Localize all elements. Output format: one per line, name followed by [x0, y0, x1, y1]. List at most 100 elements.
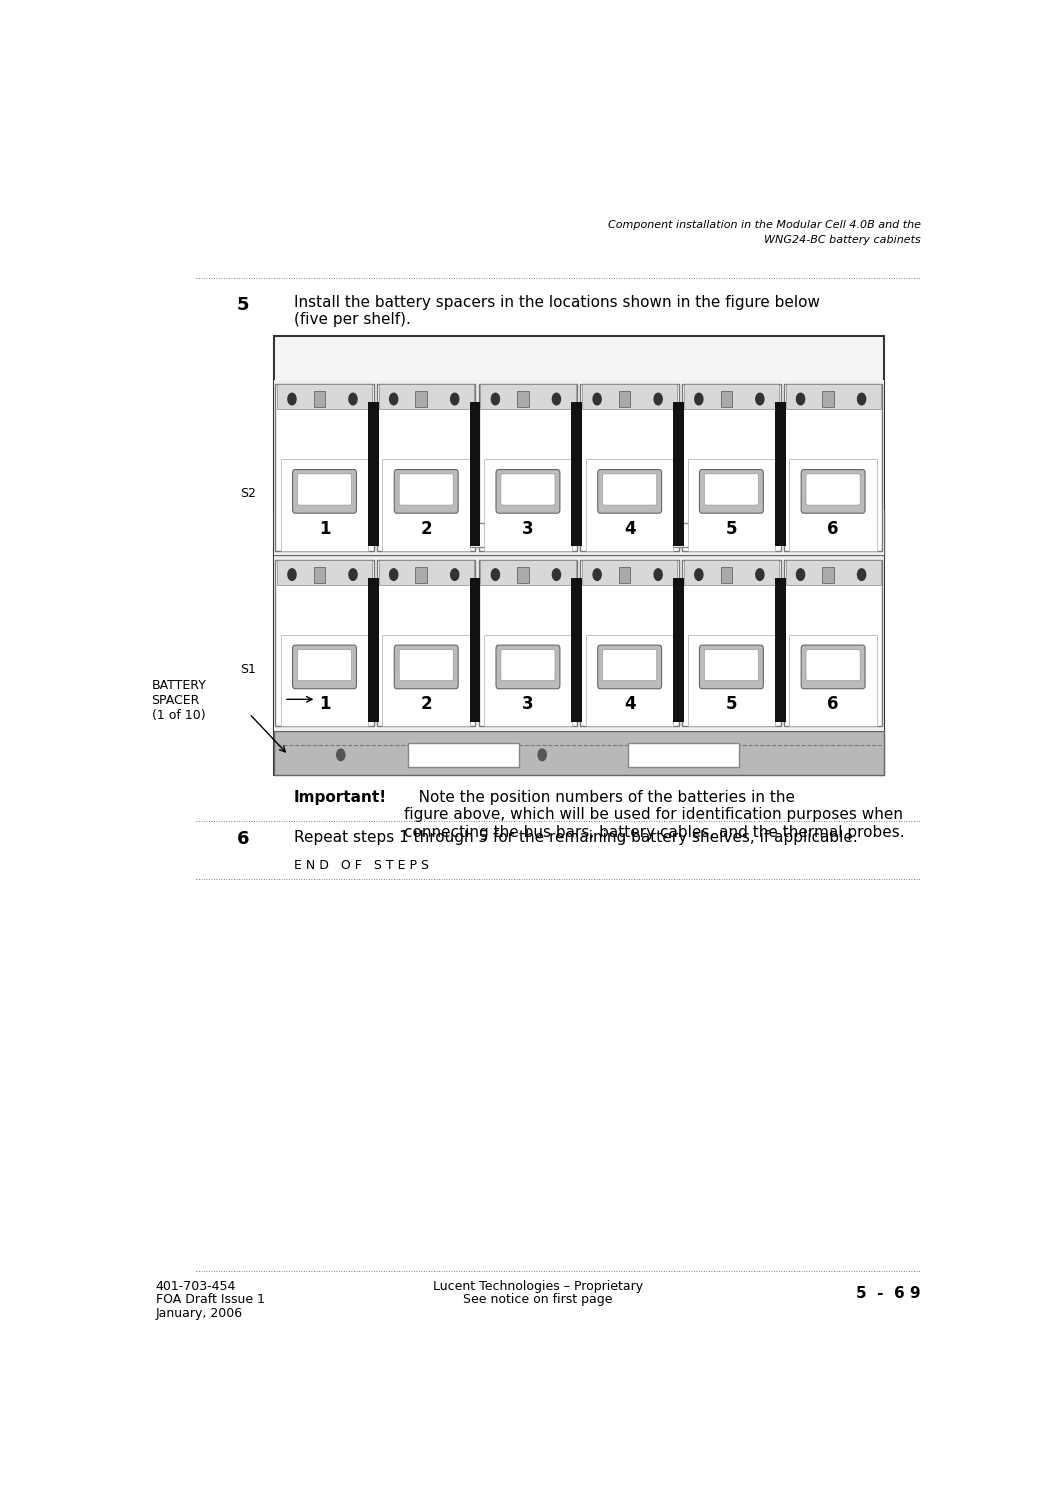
FancyBboxPatch shape: [395, 470, 458, 513]
Bar: [369, 402, 379, 546]
Bar: [571, 402, 582, 546]
FancyBboxPatch shape: [297, 650, 352, 681]
Bar: [280, 459, 369, 550]
Bar: [790, 459, 877, 550]
Circle shape: [337, 530, 344, 542]
FancyBboxPatch shape: [501, 650, 555, 681]
Text: BATTERY: BATTERY: [151, 678, 207, 692]
Bar: [618, 567, 630, 582]
Bar: [784, 384, 882, 550]
Circle shape: [552, 568, 561, 580]
Circle shape: [756, 568, 764, 580]
Bar: [314, 392, 326, 406]
Bar: [628, 524, 739, 548]
FancyBboxPatch shape: [597, 645, 662, 688]
Text: 2: 2: [420, 696, 432, 714]
Circle shape: [858, 568, 865, 580]
Text: Component installation in the Modular Cell 4.0B and the: Component installation in the Modular Ce…: [608, 220, 921, 231]
Bar: [720, 567, 732, 582]
Bar: [469, 402, 480, 546]
Bar: [480, 560, 575, 585]
Text: January, 2006: January, 2006: [155, 1308, 243, 1320]
FancyBboxPatch shape: [806, 650, 860, 681]
Bar: [582, 560, 677, 585]
Text: 1: 1: [319, 696, 331, 714]
Bar: [688, 634, 775, 726]
FancyBboxPatch shape: [501, 474, 555, 506]
Bar: [275, 560, 374, 726]
Bar: [586, 459, 673, 550]
Text: 5  -  6 9: 5 - 6 9: [856, 1287, 921, 1302]
Bar: [479, 560, 578, 726]
Bar: [790, 634, 877, 726]
Circle shape: [858, 393, 865, 405]
Bar: [274, 380, 884, 555]
Circle shape: [593, 568, 602, 580]
Bar: [684, 384, 779, 410]
FancyBboxPatch shape: [699, 645, 763, 688]
FancyBboxPatch shape: [399, 650, 454, 681]
FancyBboxPatch shape: [496, 470, 560, 513]
Bar: [688, 459, 775, 550]
Bar: [673, 578, 684, 722]
Bar: [280, 634, 369, 726]
Circle shape: [390, 568, 398, 580]
FancyBboxPatch shape: [297, 474, 352, 506]
Text: 401-703-454: 401-703-454: [155, 1280, 236, 1293]
Bar: [382, 634, 470, 726]
Bar: [277, 560, 372, 585]
Text: Install the battery spacers in the locations shown in the figure below: Install the battery spacers in the locat…: [294, 296, 820, 310]
Text: S1: S1: [239, 663, 256, 676]
Bar: [682, 560, 780, 726]
Circle shape: [695, 393, 702, 405]
Circle shape: [552, 393, 561, 405]
Text: 2: 2: [420, 520, 432, 538]
Bar: [628, 742, 739, 766]
Circle shape: [695, 568, 702, 580]
FancyBboxPatch shape: [705, 474, 758, 506]
Text: Repeat steps 1 through 5 for the remaining battery shelves, if applicable.: Repeat steps 1 through 5 for the remaini…: [294, 831, 858, 846]
Circle shape: [390, 393, 398, 405]
Bar: [377, 384, 476, 550]
Bar: [518, 567, 528, 582]
Text: 5: 5: [237, 296, 250, 314]
Circle shape: [337, 748, 344, 760]
Bar: [822, 392, 834, 406]
Text: 6: 6: [827, 696, 839, 714]
Bar: [407, 742, 519, 766]
Text: 4: 4: [624, 520, 635, 538]
FancyBboxPatch shape: [603, 650, 656, 681]
Bar: [469, 578, 480, 722]
Circle shape: [349, 393, 357, 405]
Text: 3: 3: [522, 696, 533, 714]
Bar: [416, 567, 427, 582]
Bar: [785, 384, 881, 410]
Circle shape: [797, 393, 804, 405]
Bar: [274, 555, 884, 730]
Bar: [720, 392, 732, 406]
Bar: [775, 402, 785, 546]
Text: (1 of 10): (1 of 10): [151, 708, 205, 722]
Circle shape: [654, 568, 663, 580]
Text: WNG24-BC battery cabinets: WNG24-BC battery cabinets: [763, 236, 921, 246]
Bar: [274, 512, 884, 555]
Bar: [416, 392, 427, 406]
FancyBboxPatch shape: [801, 645, 865, 688]
FancyBboxPatch shape: [801, 470, 865, 513]
Bar: [581, 560, 679, 726]
Circle shape: [797, 568, 804, 580]
FancyBboxPatch shape: [603, 474, 656, 506]
FancyBboxPatch shape: [293, 470, 356, 513]
Bar: [785, 560, 881, 585]
Bar: [618, 392, 630, 406]
Bar: [379, 560, 474, 585]
Bar: [274, 336, 884, 776]
FancyBboxPatch shape: [293, 645, 356, 688]
Text: 5: 5: [726, 520, 737, 538]
Bar: [775, 578, 785, 722]
Text: 4: 4: [624, 696, 635, 714]
Circle shape: [654, 393, 663, 405]
Bar: [377, 560, 476, 726]
Text: S2: S2: [239, 488, 256, 501]
Text: Note the position numbers of the batteries in the
figure above, which will be us: Note the position numbers of the batteri…: [404, 790, 904, 840]
